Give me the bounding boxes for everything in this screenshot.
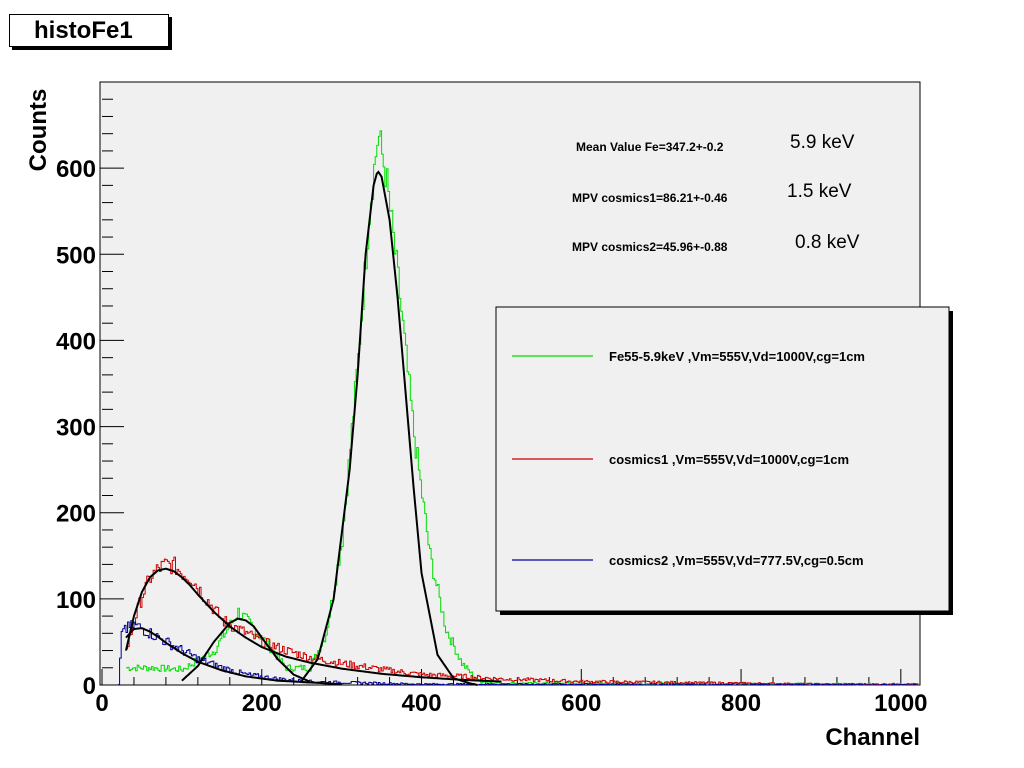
y-tick-label: 100 (56, 587, 96, 614)
legend-label-fe55: Fe55-5.9keV ,Vm=555V,Vd=1000V,cg=1cm (609, 349, 865, 364)
series-histogram-2 (117, 620, 919, 686)
y-tick-label: 200 (56, 501, 96, 528)
cosmics1-mpv-annotation: MPV cosmics1=86.21+-0.46 (572, 191, 728, 205)
histogram-title: histoFe1 (34, 16, 133, 44)
y-tick-label: 600 (56, 156, 96, 183)
cosmics2-mpv-annotation: MPV cosmics2=45.96+-0.88 (572, 240, 728, 254)
x-tick-label: 600 (561, 690, 601, 717)
fit-results: Mean Value Fe=347.2+-0.2 5.9 keV MPV cos… (572, 132, 860, 254)
fit-layer (124, 170, 502, 686)
y-tick-label: 300 (56, 415, 96, 442)
axis-tick-labels: 0 100 200 300 400 500 600 0 200 400 600 800 1000 (56, 156, 928, 717)
x-axis-label: Channel (825, 724, 920, 751)
fit-curve-3 (181, 617, 311, 683)
fit-curve-2 (125, 627, 342, 686)
legend: Fe55-5.9keV ,Vm=555V,Vd=1000V,cg=1cm cos… (495, 306, 953, 615)
x-tick-label: 200 (242, 690, 282, 717)
series-histogram-1 (125, 556, 919, 686)
legend-label-cosmics2: cosmics2 ,Vm=555V,Vd=777.5V,cg=0.5cm (609, 553, 864, 568)
fit-curve-1 (124, 567, 502, 683)
histogram-title-box: histoFe1 (9, 14, 169, 47)
x-tick-label: 1000 (874, 690, 927, 717)
fit-curve-0 (300, 170, 478, 686)
legend-label-cosmics1: cosmics1 ,Vm=555V,Vd=1000V,cg=1cm (609, 452, 849, 467)
x-tick-label: 800 (721, 690, 761, 717)
fe-energy-annotation: 5.9 keV (790, 132, 855, 153)
x-tick-label: 0 (95, 690, 108, 717)
cosmics1-energy-annotation: 1.5 keV (787, 181, 852, 202)
fe-mean-annotation: Mean Value Fe=347.2+-0.2 (576, 140, 724, 154)
y-tick-label: 500 (56, 242, 96, 269)
y-tick-label: 0 (83, 673, 96, 700)
y-axis-label: Counts (25, 89, 52, 172)
x-tick-label: 400 (402, 690, 442, 717)
y-tick-label: 400 (56, 328, 96, 355)
cosmics2-energy-annotation: 0.8 keV (795, 232, 860, 253)
